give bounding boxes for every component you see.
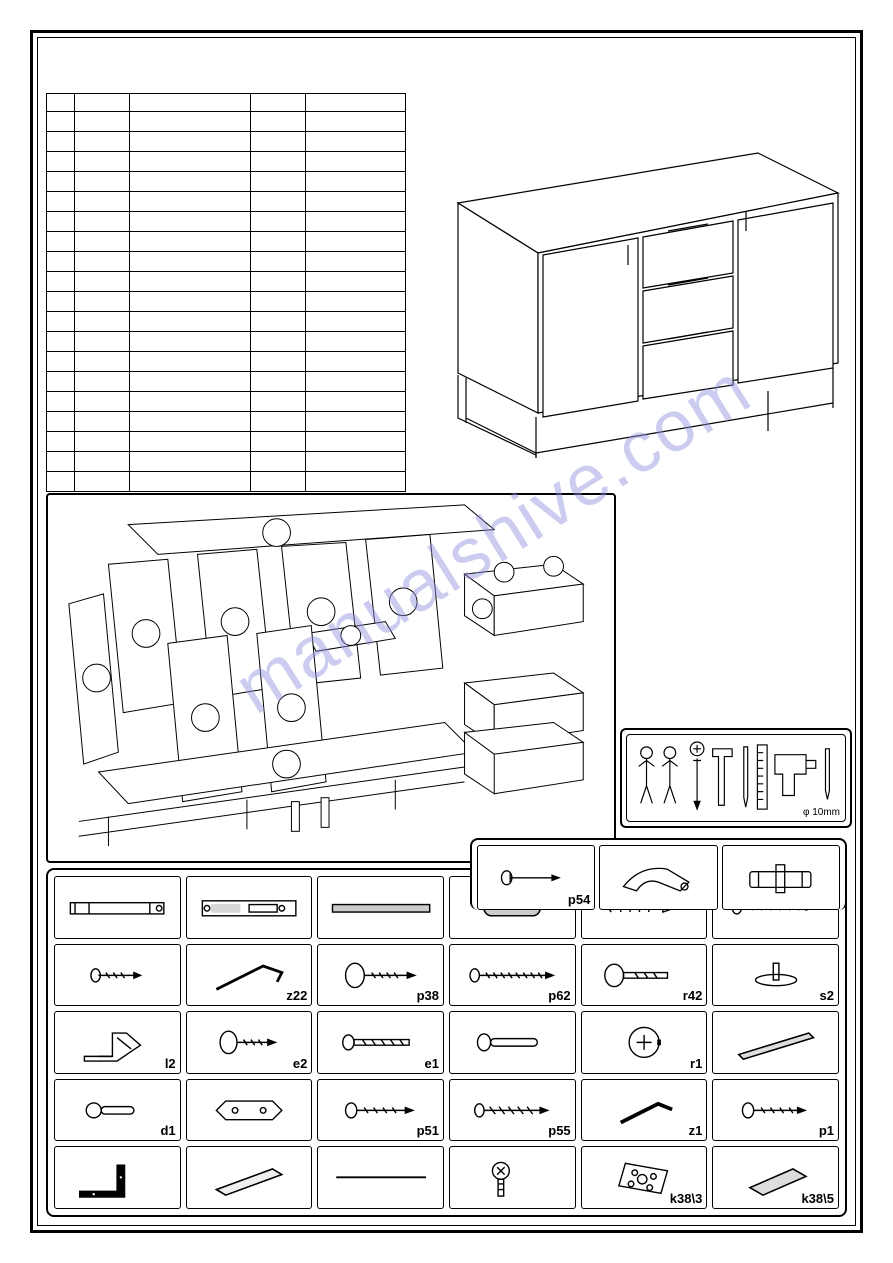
hardware-label: k38\3 [670, 1191, 703, 1206]
hardware-label: e1 [425, 1056, 439, 1071]
hardware-cell-p54: p54 [477, 845, 595, 910]
hardware-label: z1 [689, 1123, 703, 1138]
table-row [47, 212, 406, 232]
hardware-cell-z22: z22 [186, 944, 313, 1007]
table-row [47, 352, 406, 372]
table-row [47, 292, 406, 312]
hardware-cell-p51: p51 [317, 1079, 444, 1142]
table-row [47, 112, 406, 132]
hardware-label: r42 [683, 988, 703, 1003]
assembled-product-drawing [428, 123, 848, 463]
hardware-label: r1 [690, 1056, 702, 1071]
parts-table [46, 93, 406, 492]
hardware-cell-furniture-bolt [449, 1146, 576, 1209]
hardware-cell-l2: l2 [54, 1011, 181, 1074]
table-row [47, 132, 406, 152]
hardware-cell-back-clip [186, 1079, 313, 1142]
hardware-cell-p38: p38 [317, 944, 444, 1007]
hardware-cell-rod [317, 1146, 444, 1209]
hardware-cell-p62: p62 [449, 944, 576, 1007]
hardware-label: p38 [417, 988, 439, 1003]
hardware-label: l2 [165, 1056, 176, 1071]
hardware-cell-small-screw [54, 944, 181, 1007]
table-row [47, 172, 406, 192]
hardware-cell-s2: s2 [712, 944, 839, 1007]
hardware-label: p1 [819, 1123, 834, 1138]
hardware-cell-e2: e2 [186, 1011, 313, 1074]
hardware-cell-p55: p55 [449, 1079, 576, 1142]
table-row [47, 312, 406, 332]
hardware-cell-d1: d1 [54, 1079, 181, 1142]
hardware-label: d1 [160, 1123, 175, 1138]
table-row [47, 452, 406, 472]
hardware-cell-r1: r1 [581, 1011, 708, 1074]
tools-inner: φ 10mm [626, 734, 846, 822]
hardware-cell-e1: e1 [317, 1011, 444, 1074]
drill-bit-size-label: φ 10mm [803, 807, 840, 818]
table-row [47, 152, 406, 172]
hardware-cell-drawer-rail-inner [186, 876, 313, 939]
table-row [47, 412, 406, 432]
table-row [47, 472, 406, 492]
table-row [47, 232, 406, 252]
table-row [47, 272, 406, 292]
tools-required-box: φ 10mm [620, 728, 852, 828]
hardware-cell-drawer-rail-outer [54, 876, 181, 939]
hardware-label: p51 [417, 1123, 439, 1138]
hardware-cell-metal-strip [317, 876, 444, 939]
hardware-label: p54 [568, 892, 590, 907]
hardware-cell-handle-bar [712, 1011, 839, 1074]
hardware-cell-hinge-arm [599, 845, 717, 910]
exploded-view-drawing [46, 493, 616, 863]
table-row [47, 432, 406, 452]
hardware-cell-k38\5: k38\5 [712, 1146, 839, 1209]
page-inner-border: manualshive.com [37, 37, 856, 1226]
hardware-cell-corner-brace [54, 1146, 181, 1209]
hardware-section: z22 p38 p62 r42 s2 l2 e2 e1 r1 d1 p51 p55 z1 p1 k38\3 k… [46, 868, 847, 1217]
hardware-label: p62 [548, 988, 570, 1003]
table-row [47, 392, 406, 412]
hardware-cell-euro-screw [449, 1011, 576, 1074]
page-outer-border: manualshive.com [30, 30, 863, 1233]
hardware-cell-p1: p1 [712, 1079, 839, 1142]
hardware-label: s2 [820, 988, 834, 1003]
hardware-cell-leg-tube [186, 1146, 313, 1209]
hardware-cell-z1: z1 [581, 1079, 708, 1142]
hardware-cell-hinge-plate [722, 845, 840, 910]
hardware-label: z22 [286, 988, 307, 1003]
hardware-label: p55 [548, 1123, 570, 1138]
hardware-label: e2 [293, 1056, 307, 1071]
hardware-cell-r42: r42 [581, 944, 708, 1007]
table-row [47, 372, 406, 392]
table-row [47, 192, 406, 212]
hardware-cell-k38\3: k38\3 [581, 1146, 708, 1209]
hardware-top-row: p54 [470, 838, 847, 910]
table-row [47, 252, 406, 272]
table-row [47, 332, 406, 352]
table-header-row [47, 94, 406, 112]
hardware-label: k38\5 [801, 1191, 834, 1206]
